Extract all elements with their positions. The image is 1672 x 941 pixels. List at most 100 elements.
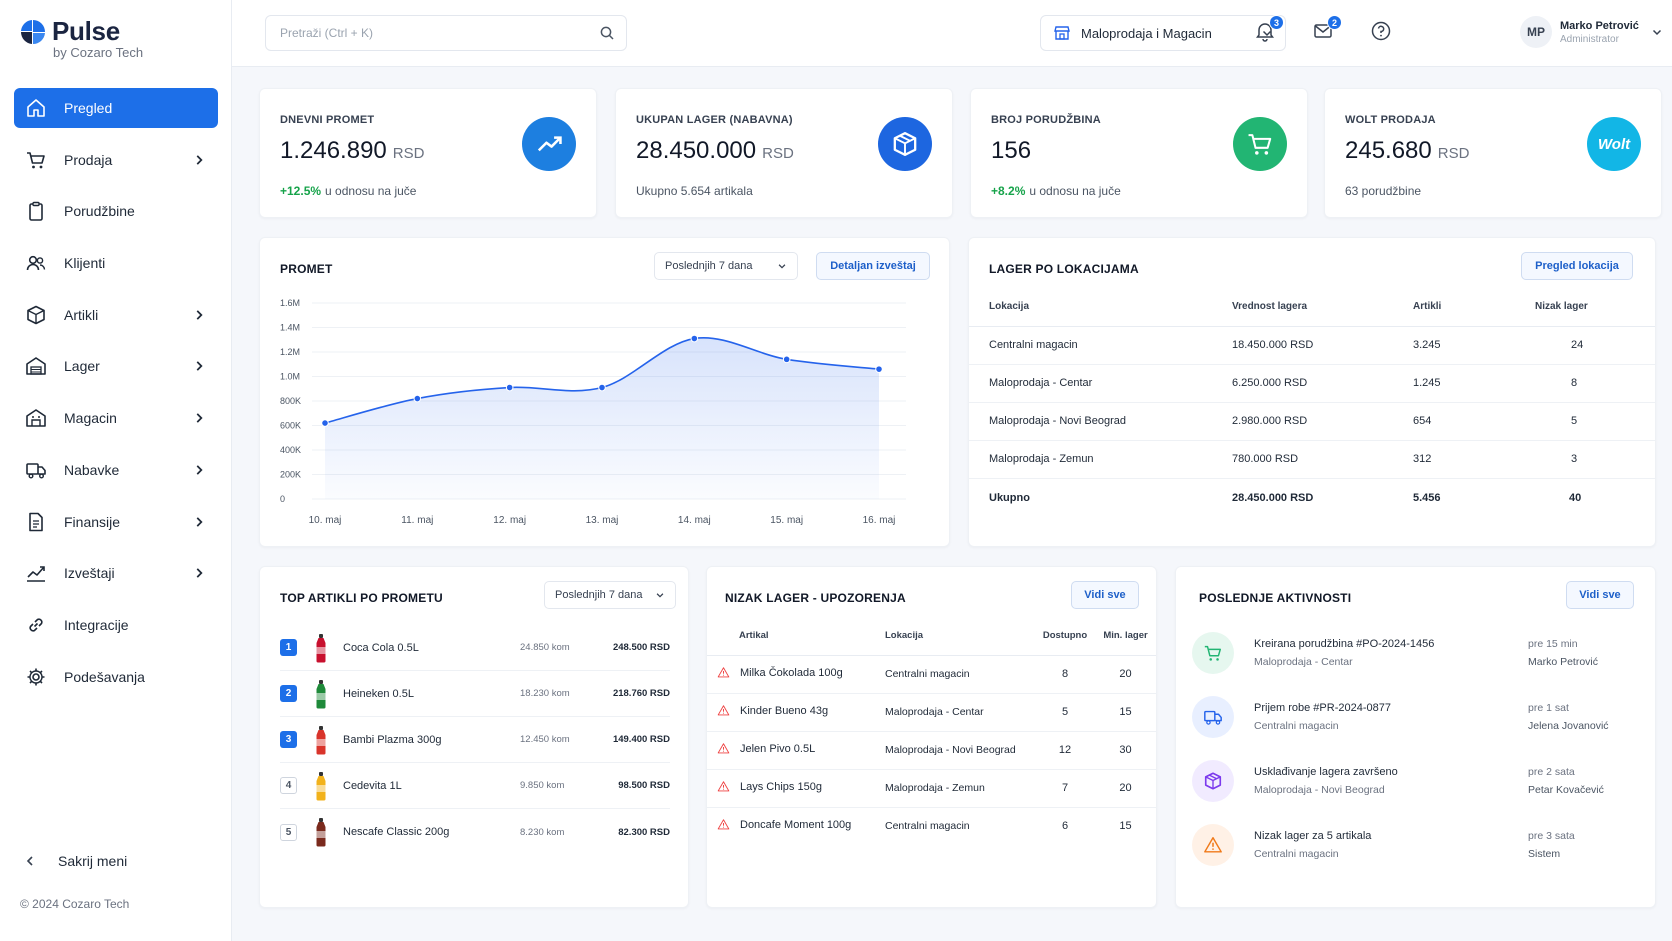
table-row[interactable]: Maloprodaja - Zemun 780.000 RSD 312 3 bbox=[969, 440, 1655, 479]
table-row[interactable]: Lays Chips 150g Maloprodaja - Zemun 7 20 bbox=[707, 769, 1156, 808]
table-row[interactable]: Kinder Bueno 43g Maloprodaja - Centar 5 … bbox=[707, 693, 1156, 732]
clipboard-icon bbox=[29, 202, 43, 222]
item-name: Jelen Pivo 0.5L bbox=[740, 742, 816, 755]
sidebar-item-pregled[interactable]: Pregled bbox=[14, 88, 218, 128]
messages-button[interactable]: 2 bbox=[1312, 15, 1342, 44]
table-row[interactable]: Centralni magacin 18.450.000 RSD 3.245 2… bbox=[969, 326, 1655, 365]
brand[interactable]: Pulse by Cozaro Tech bbox=[20, 16, 143, 60]
top-products-list: 1 Coca Cola 0.5L 24.850 kom 248.500 RSD 2… bbox=[280, 625, 670, 855]
promet-card: PROMET Poslednjih 7 dana Detaljan izvešt… bbox=[259, 237, 950, 547]
min-stock-cell: 20 bbox=[1095, 655, 1156, 694]
chevron-right-icon bbox=[196, 516, 203, 527]
data-point[interactable] bbox=[782, 355, 791, 364]
activity-see-all-button[interactable]: Vidi sve bbox=[1566, 581, 1634, 609]
cart-icon-badge bbox=[1233, 117, 1287, 171]
user-menu[interactable]: MP Marko Petrović Administrator bbox=[1520, 16, 1663, 48]
product-bottle-icon bbox=[316, 633, 326, 662]
stat-card: WOLT PRODAJA 245.680 RSD 63 porudžbine Wo… bbox=[1324, 88, 1662, 218]
gear-icon bbox=[27, 668, 45, 686]
activity-item[interactable]: Kreirana porudžbina #PO-2024-1456 Malopr… bbox=[1192, 621, 1636, 685]
locations-overview-button[interactable]: Pregled lokacija bbox=[1521, 252, 1633, 280]
stat-value: 245.680 RSD bbox=[1345, 137, 1469, 165]
help-button[interactable] bbox=[1370, 20, 1394, 44]
total-low: 40 bbox=[1569, 492, 1582, 505]
available-cell: 6 bbox=[1061, 820, 1069, 833]
table-row[interactable]: Maloprodaja - Novi Beograd 2.980.000 RSD… bbox=[969, 402, 1655, 441]
list-item[interactable]: 5 Nescafe Classic 200g 8.230 kom 82.300 … bbox=[280, 809, 670, 855]
warning-icon bbox=[717, 819, 730, 830]
table-header-row: Artikal Lokacija Dostupno Min. lager bbox=[707, 617, 1156, 656]
sidebar-item-integracije[interactable]: Integracije bbox=[14, 605, 218, 645]
trend-up-icon-badge bbox=[522, 117, 576, 171]
detailed-report-button[interactable]: Detaljan izveštaj bbox=[816, 252, 930, 280]
low-stock-see-all-button[interactable]: Vidi sve bbox=[1071, 581, 1139, 609]
stat-number: 156 bbox=[991, 137, 1032, 164]
lager-table: Lokacija Vrednost lagera Artikli Nizak l… bbox=[969, 288, 1655, 518]
column-header: Dostupno bbox=[1035, 617, 1095, 656]
table-row[interactable]: Jelen Pivo 0.5L Maloprodaja - Novi Beogr… bbox=[707, 731, 1156, 770]
data-point[interactable] bbox=[875, 365, 883, 373]
notifications-button[interactable]: 3 bbox=[1254, 15, 1284, 44]
data-point[interactable] bbox=[690, 334, 699, 343]
list-item[interactable]: 4 Cedevita 1L 9.850 kom 98.500 RSD bbox=[280, 763, 670, 809]
search-box[interactable] bbox=[265, 15, 627, 51]
low-stock-cell: 8 bbox=[1535, 364, 1655, 403]
sidebar-item-artikli[interactable]: Artikli bbox=[14, 295, 218, 335]
promet-range-select[interactable]: Poslednjih 7 dana bbox=[654, 252, 798, 280]
value-cell: 2.980.000 RSD bbox=[1232, 402, 1413, 441]
list-item[interactable]: 2 Heineken 0.5L 18.230 kom 218.760 RSD bbox=[280, 671, 670, 717]
sidebar-item-nabavke[interactable]: Nabavke bbox=[14, 450, 218, 490]
activity-item[interactable]: Prijem robe #PR-2024-0877 Centralni maga… bbox=[1192, 685, 1636, 749]
collapse-menu-button[interactable]: Sakrij meni bbox=[24, 853, 127, 869]
data-point[interactable] bbox=[321, 419, 329, 427]
sidebar-item-label: Pregled bbox=[64, 100, 113, 116]
brand-subtitle: by Cozaro Tech bbox=[53, 45, 144, 60]
column-header: Vrednost lagera bbox=[1232, 288, 1413, 327]
top-range-select[interactable]: Poslednjih 7 dana bbox=[544, 581, 676, 609]
activity-item[interactable]: Nizak lager za 5 artikala Centralni maga… bbox=[1192, 813, 1636, 877]
total-items: 5.456 bbox=[1413, 492, 1441, 505]
users-icon bbox=[26, 255, 46, 271]
stat-card: UKUPAN LAGER (NABAVNA) 28.450.000 RSD Uku… bbox=[615, 88, 953, 218]
sidebar-item-podesavanja[interactable]: Podešavanja bbox=[14, 657, 218, 697]
activity-title: POSLEDNJE AKTIVNOSTI bbox=[1199, 591, 1352, 605]
search-input[interactable] bbox=[280, 26, 600, 40]
document-icon bbox=[29, 512, 43, 531]
product-revenue: 149.400 RSD bbox=[612, 734, 670, 745]
y-tick-label: 1.0M bbox=[280, 372, 300, 382]
warning-icon bbox=[717, 781, 730, 792]
item-cell: Lays Chips 150g bbox=[707, 769, 885, 808]
list-item[interactable]: 1 Coca Cola 0.5L 24.850 kom 248.500 RSD bbox=[280, 625, 670, 671]
data-point[interactable] bbox=[505, 383, 514, 392]
sidebar-item-lager[interactable]: Lager bbox=[14, 346, 218, 386]
location-select[interactable]: Maloprodaja i Magacin bbox=[1040, 15, 1286, 51]
sidebar-item-klijenti[interactable]: Klijenti bbox=[14, 243, 218, 283]
location-cell: Maloprodaja - Zemun bbox=[885, 769, 1035, 808]
list-item[interactable]: 3 Bambi Plazma 300g 12.450 kom 149.400 R… bbox=[280, 717, 670, 763]
chevron-down-icon bbox=[656, 593, 664, 598]
data-point[interactable] bbox=[413, 394, 422, 403]
chevron-down-icon bbox=[1652, 29, 1661, 36]
data-point[interactable] bbox=[598, 383, 606, 392]
table-row[interactable]: Maloprodaja - Centar 6.250.000 RSD 1.245… bbox=[969, 364, 1655, 403]
lager-card: LAGER PO LOKACIJAMA Pregled lokacija Lok… bbox=[968, 237, 1656, 547]
location-cell: Maloprodaja - Centar bbox=[969, 364, 1232, 403]
warning-icon bbox=[717, 743, 730, 754]
activity-title: Prijem robe #PR-2024-0877 bbox=[1254, 702, 1391, 714]
sidebar-item-prodaja[interactable]: Prodaja bbox=[14, 140, 218, 180]
truck-icon bbox=[1204, 710, 1222, 725]
activity-icon-badge bbox=[1192, 760, 1234, 802]
sidebar-item-izvestaji[interactable]: Izveštaji bbox=[14, 553, 218, 593]
avatar: MP bbox=[1520, 16, 1552, 48]
wolt-logo-text: Wolt bbox=[1597, 135, 1631, 153]
activity-item[interactable]: Usklađivanje lagera završeno Maloprodaja… bbox=[1192, 749, 1636, 813]
min-stock-cell: 15 bbox=[1119, 820, 1132, 833]
sidebar-item-magacin[interactable]: Magacin bbox=[14, 398, 218, 438]
stat-title: WOLT PRODAJA bbox=[1345, 114, 1436, 126]
sidebar-item-finansije[interactable]: Finansije bbox=[14, 502, 218, 542]
location-cell: Centralni magacin bbox=[885, 655, 1035, 694]
search-icon[interactable] bbox=[600, 26, 614, 40]
sidebar-item-porudzbine[interactable]: Porudžbine bbox=[14, 191, 218, 231]
table-row[interactable]: Doncafe Moment 100g Centralni magacin 6 … bbox=[707, 807, 1156, 845]
table-row[interactable]: Milka Čokolada 100g Centralni magacin 8 … bbox=[707, 655, 1156, 694]
